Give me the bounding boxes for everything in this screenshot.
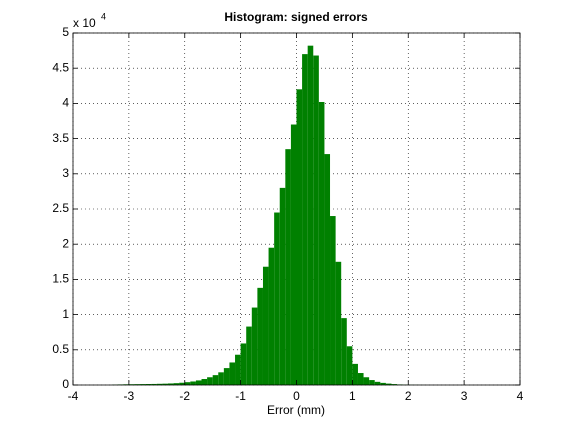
y-tick-label: 3 <box>62 166 69 180</box>
y-tick-label: 0.5 <box>52 342 69 356</box>
bar <box>330 216 336 385</box>
bar <box>313 55 319 385</box>
x-tick-label: 4 <box>517 389 524 403</box>
bar <box>374 381 381 385</box>
bar <box>335 261 342 385</box>
bar <box>302 54 308 386</box>
bar <box>229 362 236 385</box>
bar <box>285 149 291 385</box>
bar <box>251 307 258 385</box>
bar <box>145 384 152 385</box>
bar <box>179 382 185 385</box>
bar <box>380 382 386 385</box>
bar <box>173 383 180 385</box>
axes-frame <box>72 32 521 386</box>
bar <box>207 377 213 385</box>
x-tick-label: -4 <box>68 389 79 403</box>
y-tick-label: 1.5 <box>52 272 69 286</box>
bar <box>212 375 219 385</box>
bar <box>156 383 163 385</box>
y-tick-label: 2.5 <box>52 201 69 215</box>
y-tick-label: 5 <box>62 25 69 39</box>
chart-title: Histogram: signed errors <box>224 10 368 24</box>
bar <box>279 187 286 385</box>
bar <box>240 343 247 385</box>
y-tick-label: 3.5 <box>52 131 69 145</box>
bar <box>167 383 174 385</box>
bar <box>134 384 141 385</box>
bar <box>190 381 196 385</box>
bar <box>391 384 398 385</box>
bar <box>296 89 303 385</box>
bar <box>151 383 157 385</box>
x-tick-label: 0 <box>293 389 300 403</box>
bar <box>218 372 224 385</box>
bar <box>195 380 202 385</box>
bar <box>385 383 392 385</box>
bar <box>341 318 347 385</box>
x-tick-label: 2 <box>405 389 412 403</box>
bar <box>369 380 375 385</box>
y-scale-exponent: 4 <box>101 11 106 21</box>
bar <box>262 266 269 385</box>
y-scale-base: x 10 <box>73 16 96 30</box>
bar <box>346 346 353 385</box>
x-axis-label: Error (mm) <box>267 403 325 417</box>
x-tick-label: -3 <box>124 389 135 403</box>
bar <box>184 382 191 385</box>
y-tick-label: 4.5 <box>52 60 69 74</box>
bar <box>324 154 331 385</box>
bar <box>201 379 208 385</box>
x-tick-label: 1 <box>349 389 356 403</box>
y-tick-label: 1 <box>62 307 69 321</box>
bar <box>274 212 280 385</box>
bar <box>290 124 297 386</box>
bar <box>363 377 370 385</box>
y-tick-label: 2 <box>62 236 69 250</box>
bar <box>268 247 275 385</box>
bar <box>257 287 263 385</box>
y-tick-label: 4 <box>62 96 69 110</box>
x-tick-label: -2 <box>179 389 190 403</box>
bar <box>318 101 325 385</box>
bar <box>357 373 364 385</box>
bar <box>246 326 252 385</box>
bar <box>162 383 168 385</box>
x-tick-label: 3 <box>461 389 468 403</box>
bar <box>307 45 314 386</box>
x-tick-label: -1 <box>235 389 246 403</box>
bar <box>235 354 241 385</box>
bar <box>223 368 230 385</box>
bar <box>140 384 146 385</box>
bar <box>352 363 358 385</box>
y-tick-label: 0 <box>62 377 69 391</box>
